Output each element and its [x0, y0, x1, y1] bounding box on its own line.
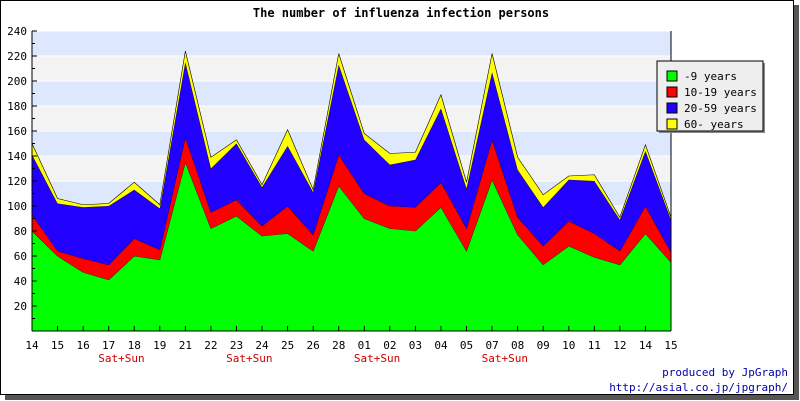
- legend-swatch: [666, 70, 678, 82]
- x-tick-label: 10: [562, 339, 575, 352]
- area-series-2: [32, 137, 671, 280]
- x-tick-labels: 14 15 16 17 18 19 21 22 23 24 25 26 28 01 02 03 04 05 07 08…: [25, 326, 678, 352]
- y-tick-label: 200: [7, 75, 27, 88]
- x-tick-label: 25: [281, 339, 294, 352]
- y-tick-label: 140: [7, 150, 27, 163]
- weekend-label: Sat+Sun: [482, 352, 528, 365]
- legend-swatch: [666, 86, 678, 98]
- chart-title: The number of influenza infection person…: [253, 6, 549, 20]
- x-tick-label: 24: [255, 339, 269, 352]
- y-tick-label: 120: [7, 175, 27, 188]
- x-tick-label: 18: [128, 339, 141, 352]
- x-tick-label: 17: [102, 339, 115, 352]
- y-tick-label: 80: [14, 225, 27, 238]
- x-tick-label: 09: [537, 339, 550, 352]
- x-tick-label: 14: [639, 339, 653, 352]
- x-tick-label: 01: [358, 339, 371, 352]
- area-edge-4: [31, 50, 672, 218]
- x-tick-label: 26: [307, 339, 320, 352]
- credit-line-1: produced by JpGraph: [662, 366, 788, 379]
- x-tick-label: 21: [179, 339, 192, 352]
- x-tick-label: 08: [511, 339, 524, 352]
- plot-band: [32, 56, 671, 81]
- x-tick-label: 15: [664, 339, 677, 352]
- credit-link[interactable]: http://asial.co.jp/jpgraph/: [609, 381, 788, 394]
- y-tick-label: 160: [7, 125, 27, 138]
- x-tick-label: 28: [332, 339, 345, 352]
- area-series-3: [32, 62, 671, 265]
- x-tick-label: 05: [460, 339, 473, 352]
- x-tick-label: 15: [51, 339, 64, 352]
- y-tick-label: 40: [14, 275, 27, 288]
- x-tick-label: 04: [434, 339, 448, 352]
- x-tick-label: 22: [204, 339, 217, 352]
- legend-label: 60- years: [684, 118, 744, 131]
- legend: -9 years 10-19 years 20-59 years 60- years: [656, 60, 765, 133]
- weekend-labels: Sat+Sun Sat+Sun Sat+Sun Sat+Sun: [98, 352, 528, 365]
- legend-label: 10-19 years: [684, 86, 757, 99]
- legend-swatch: [666, 118, 678, 130]
- x-tick-label: 23: [230, 339, 243, 352]
- y-tick-label: 100: [7, 200, 27, 213]
- y-tick-label: 220: [7, 50, 27, 63]
- x-tick-label: 16: [76, 339, 89, 352]
- x-tick-label: 14: [25, 339, 39, 352]
- legend-swatch: [666, 102, 678, 114]
- y-tick-label: 20: [14, 300, 27, 313]
- weekend-label: Sat+Sun: [354, 352, 400, 365]
- x-tick-label: 03: [409, 339, 422, 352]
- x-tick-label: 19: [153, 339, 166, 352]
- weekend-label: Sat+Sun: [226, 352, 272, 365]
- weekend-label: Sat+Sun: [98, 352, 144, 365]
- y-tick-label: 240: [7, 25, 27, 38]
- legend-label: 20-59 years: [684, 102, 757, 115]
- y-tick-label: 60: [14, 250, 27, 263]
- x-tick-label: 11: [588, 339, 601, 352]
- y-tick-label: 180: [7, 100, 27, 113]
- area-series-1: [32, 162, 671, 331]
- chart-frame: 20 40 60 80 100 120 140 160 180 200 220 240 14 15 16 1…: [0, 0, 794, 395]
- plot-band: [32, 31, 671, 56]
- y-tick-labels: 20 40 60 80 100 120 140 160 180 200 220 240: [7, 25, 37, 319]
- legend-label: -9 years: [684, 70, 737, 83]
- x-tick-label: 12: [613, 339, 626, 352]
- x-tick-label: 02: [383, 339, 396, 352]
- x-tick-label: 07: [485, 339, 498, 352]
- stacked-areas: [31, 50, 672, 331]
